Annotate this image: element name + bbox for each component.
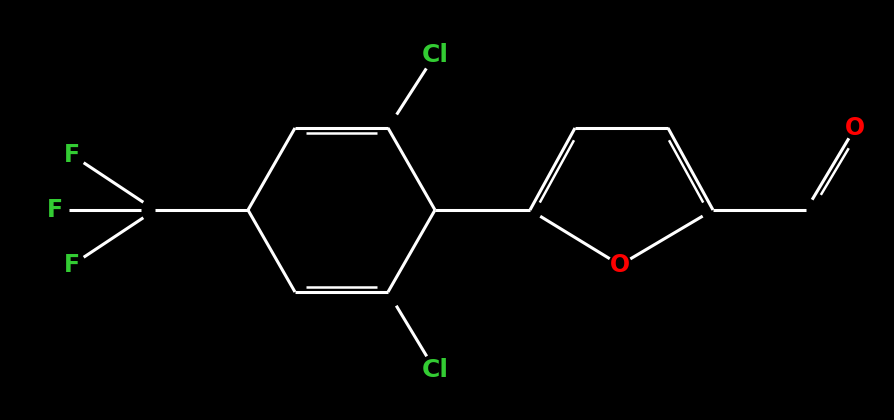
Text: Cl: Cl bbox=[421, 43, 449, 67]
Text: F: F bbox=[64, 143, 80, 167]
Text: Cl: Cl bbox=[421, 358, 449, 382]
Text: O: O bbox=[610, 253, 630, 277]
Text: F: F bbox=[47, 198, 63, 222]
Text: F: F bbox=[64, 253, 80, 277]
Text: O: O bbox=[845, 116, 865, 140]
